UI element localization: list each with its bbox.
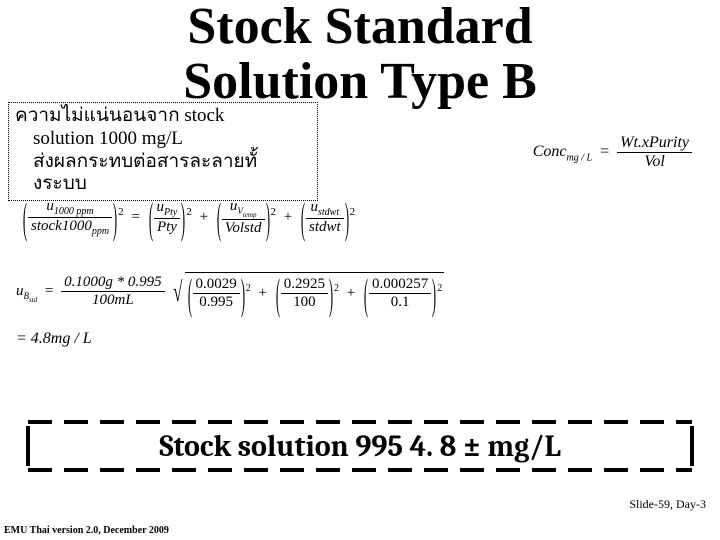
uncertainty-equation-numeric: uBstd = 0.1000g * 0.995 100mL √ ( 0.0029… xyxy=(16,272,444,311)
note-line-1: ความไม่แน่นอนจาก stock xyxy=(15,105,311,128)
note-line-3: ส่งผลกระทบต่อสารละลายทั้ xyxy=(15,151,311,174)
note-line-4: งระบบ xyxy=(15,173,311,196)
note-box: ความไม่แน่นอนจาก stock solution 1000 mg/… xyxy=(8,102,318,201)
note-line-2: solution 1000 mg/L xyxy=(15,128,311,151)
slide-title: Stock Standard Solution Type B xyxy=(0,0,720,109)
footer-version: EMU Thai version 2.0, December 2009 xyxy=(4,525,169,536)
conc-num: Wt.xPurity xyxy=(617,134,692,152)
result-value: = 4.8mg / L xyxy=(16,330,92,348)
conc-lhs-pre: Conc xyxy=(533,143,567,160)
result-box: Stock solution 995 4. 8 ± mg/L xyxy=(28,422,692,470)
concentration-equation: Concmg / L = Wt.xPurity Vol xyxy=(533,134,692,171)
title-line-1: Stock Standard xyxy=(187,0,532,55)
conc-lhs-sub: mg / L xyxy=(567,152,593,163)
conc-den: Vol xyxy=(617,152,692,171)
footer-slide-number: Slide-59, Day-3 xyxy=(629,497,706,512)
uncertainty-equation-symbolic: ( u1000 ppm stock1000ppm )2 = ( uPty Pty… xyxy=(22,198,355,237)
result-text: Stock solution 995 4. 8 ± mg/L xyxy=(159,429,560,464)
